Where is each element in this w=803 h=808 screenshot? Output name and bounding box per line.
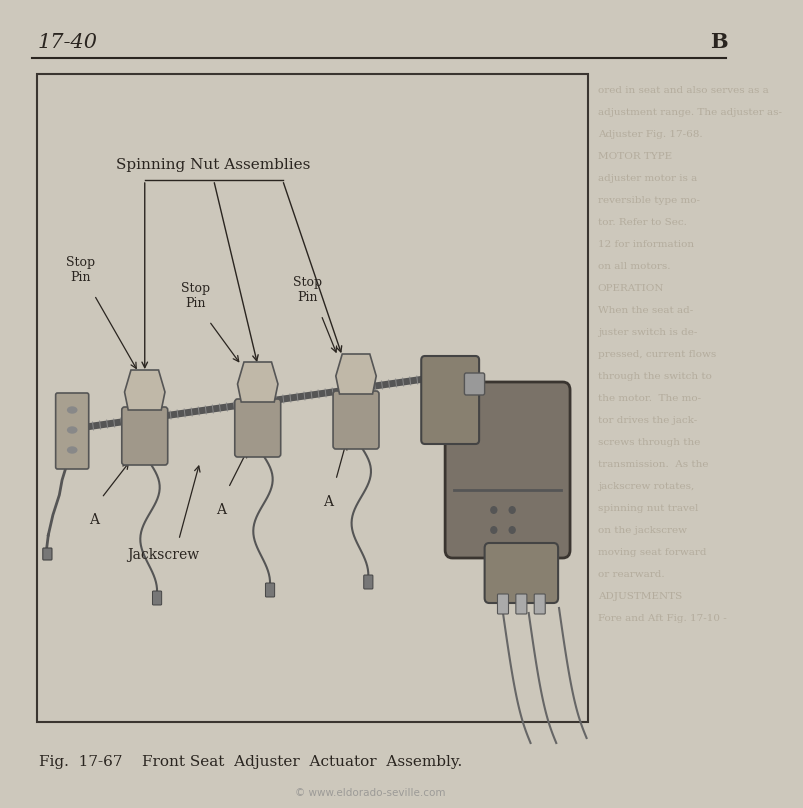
Text: Fore and Aft Fig. 17-10 -: Fore and Aft Fig. 17-10 - — [597, 614, 725, 623]
Text: jackscrew rotates,: jackscrew rotates, — [597, 482, 693, 491]
FancyBboxPatch shape — [363, 575, 373, 589]
Text: 17-40: 17-40 — [37, 32, 97, 52]
Text: through the switch to: through the switch to — [597, 372, 711, 381]
Text: transmission.  As the: transmission. As the — [597, 460, 707, 469]
Text: moving seat forward: moving seat forward — [597, 548, 705, 557]
Text: MOTOR TYPE: MOTOR TYPE — [597, 152, 671, 161]
Text: pressed, current flows: pressed, current flows — [597, 350, 715, 359]
Ellipse shape — [507, 526, 516, 534]
FancyBboxPatch shape — [516, 594, 526, 614]
Text: on all motors.: on all motors. — [597, 262, 669, 271]
Text: spinning nut travel: spinning nut travel — [597, 504, 697, 513]
Text: on the jackscrew: on the jackscrew — [597, 526, 686, 535]
Bar — [39, 75, 587, 721]
FancyBboxPatch shape — [332, 391, 378, 449]
FancyBboxPatch shape — [464, 373, 484, 395]
FancyBboxPatch shape — [43, 548, 52, 560]
FancyBboxPatch shape — [484, 543, 557, 603]
Text: Fig.  17-67    Front Seat  Adjuster  Actuator  Assembly.: Fig. 17-67 Front Seat Adjuster Actuator … — [39, 755, 462, 769]
Text: B: B — [710, 32, 728, 52]
Text: ADJUSTMENTS: ADJUSTMENTS — [597, 592, 681, 601]
Text: juster switch is de-: juster switch is de- — [597, 328, 696, 337]
Polygon shape — [124, 370, 165, 410]
FancyBboxPatch shape — [153, 591, 161, 605]
Ellipse shape — [67, 447, 76, 453]
Text: reversible type mo-: reversible type mo- — [597, 196, 699, 205]
Text: A: A — [323, 495, 333, 509]
Text: A: A — [216, 503, 226, 517]
FancyBboxPatch shape — [121, 407, 168, 465]
Ellipse shape — [490, 526, 497, 534]
Text: When the seat ad-: When the seat ad- — [597, 306, 692, 315]
Text: Stop
Pin: Stop Pin — [292, 276, 321, 304]
Text: tor drives the jack-: tor drives the jack- — [597, 416, 696, 425]
Text: OPERATION: OPERATION — [597, 284, 663, 293]
Text: adjuster motor is a: adjuster motor is a — [597, 174, 696, 183]
Text: Adjuster Fig. 17-68.: Adjuster Fig. 17-68. — [597, 130, 701, 139]
FancyBboxPatch shape — [265, 583, 275, 597]
FancyBboxPatch shape — [533, 594, 544, 614]
Text: Spinning Nut Assemblies: Spinning Nut Assemblies — [116, 158, 311, 172]
Bar — [37, 74, 588, 722]
FancyBboxPatch shape — [445, 382, 569, 558]
Text: ored in seat and also serves as a: ored in seat and also serves as a — [597, 86, 768, 95]
Ellipse shape — [67, 407, 76, 413]
Text: A: A — [89, 513, 99, 527]
Polygon shape — [237, 362, 278, 402]
Text: Stop
Pin: Stop Pin — [66, 256, 95, 284]
Ellipse shape — [490, 506, 497, 514]
Text: adjustment range. The adjuster as-: adjustment range. The adjuster as- — [597, 108, 781, 117]
FancyBboxPatch shape — [234, 399, 280, 457]
Ellipse shape — [67, 427, 76, 433]
Text: the motor.  The mo-: the motor. The mo- — [597, 394, 700, 403]
FancyBboxPatch shape — [497, 594, 507, 614]
Polygon shape — [336, 354, 376, 394]
Text: Jackscrew: Jackscrew — [127, 548, 199, 562]
Text: or rearward.: or rearward. — [597, 570, 663, 579]
Text: Stop
Pin: Stop Pin — [181, 282, 210, 310]
Text: 12 for information: 12 for information — [597, 240, 693, 249]
Text: screws through the: screws through the — [597, 438, 699, 447]
FancyBboxPatch shape — [421, 356, 479, 444]
Ellipse shape — [507, 506, 516, 514]
Text: tor. Refer to Sec.: tor. Refer to Sec. — [597, 218, 686, 227]
FancyBboxPatch shape — [55, 393, 88, 469]
Text: © www.eldorado-seville.com: © www.eldorado-seville.com — [294, 788, 445, 798]
